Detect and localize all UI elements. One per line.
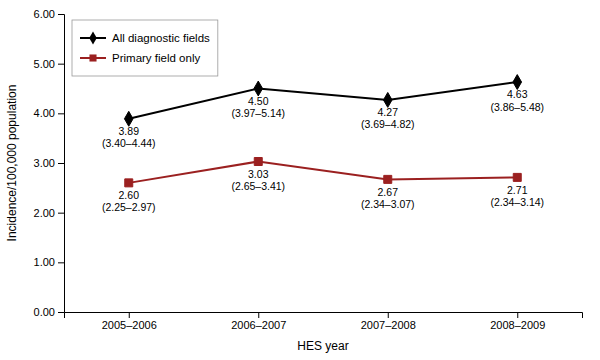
y-tick-label: 6.00 [34, 8, 55, 20]
data-label: 3.89(3.40–4.44) [102, 125, 156, 149]
data-label-line: (3.86–5.48) [490, 101, 544, 113]
y-tick-label: 4.00 [34, 107, 55, 119]
x-tick-mark [517, 312, 518, 318]
data-label-line: (2.25–2.97) [102, 201, 156, 213]
series-marker [383, 92, 392, 107]
x-tick-mark [129, 312, 130, 318]
x-tick-mark [388, 312, 389, 318]
plot: 0.001.002.003.004.005.006.002005–2006200… [34, 8, 583, 331]
series-marker [254, 158, 262, 166]
data-label-line: (2.34–3.07) [361, 198, 415, 210]
x-tick-label: 2007–2008 [361, 319, 416, 331]
y-tick-mark [58, 113, 64, 114]
x-tick-label: 2006–2007 [231, 319, 286, 331]
series-marker [124, 111, 133, 126]
chart: 0.001.002.003.004.005.006.002005–2006200… [0, 0, 600, 360]
data-label-line: (3.97–5.14) [231, 107, 285, 119]
data-label-line: 3.89 [119, 125, 140, 137]
data-label: 2.60(2.25–2.97) [102, 189, 156, 213]
x-axis: 2005–2006 2006–2007 2007–2008 2008–2009 [65, 312, 583, 331]
y-axis: 0.00 1.00 2.00 3.00 4.00 5.00 6.00 [34, 8, 65, 318]
y-tick-mark [58, 64, 64, 65]
legend-marker [89, 54, 96, 61]
data-label-line: (2.65–3.41) [231, 180, 285, 192]
legend-label: Primary field only [112, 52, 200, 64]
legend-label: All diagnostic fields [112, 32, 210, 44]
x-axis-title: HES year [297, 339, 348, 353]
y-axis-title: Incidence/100,000 population [5, 85, 19, 242]
y-tick: 4.00 [34, 107, 64, 119]
legend-box [72, 20, 218, 76]
y-tick: 2.00 [34, 207, 64, 219]
y-tick-mark [58, 262, 64, 263]
data-label-line: 2.71 [507, 184, 528, 196]
data-label: 4.63(3.86–5.48) [490, 88, 544, 112]
y-tick-label: 0.00 [34, 306, 55, 318]
y-tick-mark [58, 14, 64, 15]
y-tick: 6.00 [34, 8, 64, 20]
data-label-line: 2.60 [119, 189, 140, 201]
y-axis-line [58, 15, 65, 313]
data-label: 4.27(3.69–4.82) [361, 106, 415, 130]
y-tick-label: 3.00 [34, 157, 55, 169]
data-labels: 3.89(3.40–4.44) 4.50(3.97–5.14) 4.27(3.69–… [102, 88, 544, 213]
y-tick-mark [58, 163, 64, 164]
data-label: 2.71(2.34–3.14) [490, 184, 544, 208]
y-tick-mark [58, 312, 64, 313]
x-tick: 2006–2007 [231, 312, 286, 331]
y-tick: 3.00 [34, 157, 64, 169]
series-marker [125, 179, 133, 187]
y-tick-label: 5.00 [34, 58, 55, 70]
y-tick: 5.00 [34, 58, 64, 70]
series-marker [254, 81, 263, 96]
x-tick: 2008–2009 [490, 312, 545, 331]
marks [124, 75, 521, 187]
series-line [129, 162, 518, 183]
legend-item: All diagnostic fields [80, 31, 210, 44]
x-tick: 2007–2008 [361, 312, 416, 331]
data-label-line: 2.67 [378, 186, 399, 198]
x-tick-mark [258, 312, 259, 318]
legend-marker [89, 31, 97, 44]
x-tick: 2005–2006 [102, 312, 157, 331]
legend: All diagnostic fields Primary field only [72, 20, 218, 76]
y-tick: 1.00 [34, 256, 64, 268]
series-line [129, 82, 518, 119]
data-label-line: 3.03 [248, 168, 269, 180]
series-marker [384, 175, 392, 183]
x-tick-label: 2005–2006 [102, 319, 157, 331]
y-tick-label: 2.00 [34, 207, 55, 219]
data-label-line: 4.27 [378, 106, 399, 118]
data-label: 2.67(2.34–3.07) [361, 186, 415, 210]
data-label-line: (3.69–4.82) [361, 118, 415, 130]
y-tick: 0.00 [34, 306, 64, 318]
x-axis-line [65, 313, 583, 319]
y-tick-mark [58, 213, 64, 214]
x-tick-label: 2008–2009 [490, 319, 545, 331]
series-marker [513, 75, 522, 90]
y-tick-label: 1.00 [34, 256, 55, 268]
data-label: 3.03(2.65–3.41) [231, 168, 285, 192]
data-label-line: (3.40–4.44) [102, 137, 156, 149]
data-label-line: 4.50 [248, 95, 269, 107]
series-marker [513, 173, 521, 181]
data-label: 4.50(3.97–5.14) [231, 95, 285, 119]
legend-item: Primary field only [80, 52, 200, 64]
data-label-line: (2.34–3.14) [490, 196, 544, 208]
data-label-line: 4.63 [507, 88, 528, 100]
